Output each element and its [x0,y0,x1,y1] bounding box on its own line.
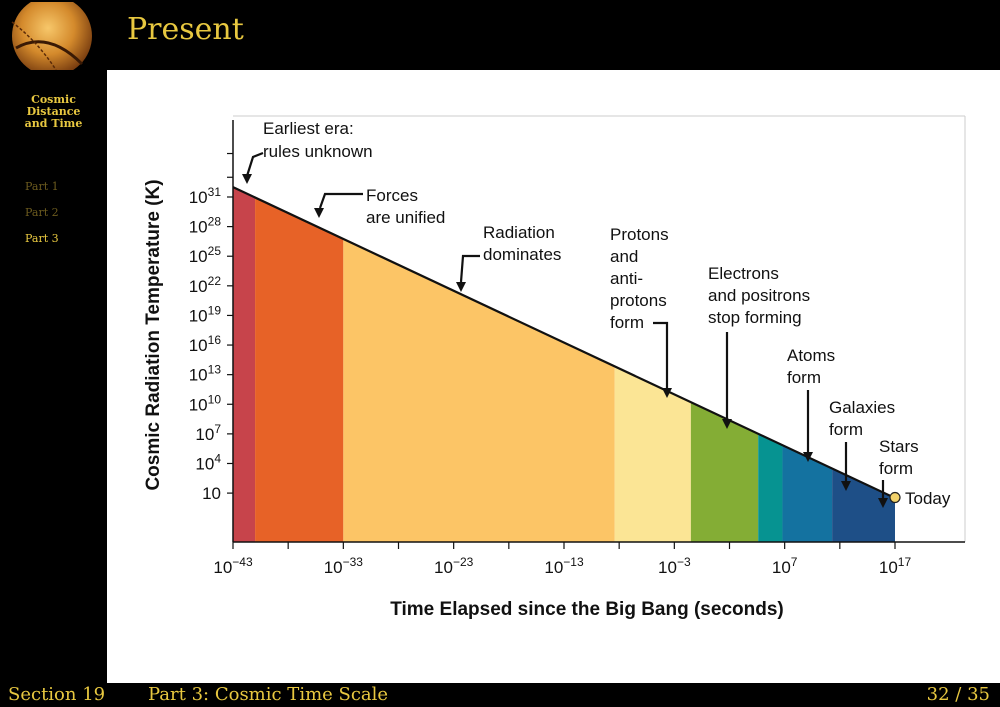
sidebar-nav: Part 1 Part 2 Part 3 [25,180,59,258]
annotation-earliest-era: Earliest era: [263,119,354,138]
footer: Section 19 Part 3: Cosmic Time Scale 32 … [0,683,1000,707]
era-band-galaxies-form [782,445,833,542]
annotation-galaxies-form: form [829,420,863,439]
annotation-electrons-positrons-arrowhead [722,419,732,429]
era-band-forces-unified [255,197,344,542]
y-axis-title: Cosmic Radiation Temperature (K) [143,179,164,490]
annotation-atoms-form: Atoms [787,346,835,365]
annotation-forces-unified: are unified [366,208,445,227]
era-band-atoms-form [758,433,783,542]
annotation-forces-unified-arrow-line [318,192,363,209]
annotation-protons-form: and [610,247,638,266]
sidebar-title-line: Distance [26,105,81,118]
annotation-stars-form-arrowhead [878,498,888,508]
y-tick-label: 1028 [189,215,222,237]
annotation-earliest-era: rules unknown [263,142,373,161]
annotation-galaxies-form: Galaxies [829,398,895,417]
era-band-protons-form [614,366,691,542]
annotation-radiation-dominates-arrowhead [456,282,466,292]
today-marker [889,491,901,504]
y-tick-label: 1019 [189,303,222,325]
sun-logo-icon [11,2,92,70]
era-band-stars-form [832,468,895,542]
x-axis-title: Time Elapsed since the Big Bang (seconds… [390,599,783,620]
y-tick-label: 1025 [189,244,222,266]
era-band-radiation-dominates [343,238,615,542]
sidebar-title-line: Cosmic [31,93,76,106]
annotation-forces-unified: Forces [366,186,418,205]
y-tick-label: 1031 [189,185,222,207]
annotation-forces-unified-arrowhead [314,208,324,218]
annotation-earliest-era-arrow-line [245,151,264,177]
annotation-protons-form: protons [610,291,667,310]
sidebar-item-part-1[interactable]: Part 1 [25,180,59,193]
slide-content: 10 104 107 1010 1013 1016 1019 1022 1025 1028 1031… [107,70,1000,683]
annotation-protons-form: form [610,313,644,332]
annotation-earliest-era-arrowhead [242,174,252,184]
y-tick-label: 1013 [189,363,222,385]
x-tick-label: 10−13 [544,555,584,577]
x-tick-label: 107 [772,555,798,577]
y-tick-label: 1016 [189,333,222,355]
footer-title[interactable]: Part 3: Cosmic Time Scale [148,684,389,705]
sidebar-item-part-2[interactable]: Part 2 [25,206,59,219]
x-tick-label: 1017 [879,555,912,577]
page-title: Present [127,12,244,47]
annotation-stars-form: form [879,459,913,478]
footer-section[interactable]: Section 19 [8,684,106,705]
annotation-electrons-positrons: and positrons [708,286,810,305]
annotation-galaxies-form-arrowhead [841,481,851,491]
annotation-radiation-dominates-arrow-line [459,254,480,283]
y-tick-label: 104 [195,451,221,473]
era-band-earliest-era [233,187,256,542]
temperature-chart: 10 104 107 1010 1013 1016 1019 1022 1025 1028 1031… [143,115,966,620]
sidebar: Cosmic Distance and Time Part 1 Part 2 P… [0,0,107,683]
annotation-radiation-dominates: Radiation [483,223,555,242]
x-tick-label: 10−3 [658,555,691,577]
x-tick-label: 10−33 [324,555,364,577]
annotation-radiation-dominates: dominates [483,245,561,264]
x-tick-label: 10−23 [434,555,474,577]
y-tick-label: 107 [195,422,221,444]
annotation-protons-form: anti- [610,269,643,288]
annotation-electrons-positrons: Electrons [708,264,779,283]
temperature-line [232,186,896,500]
annotation-atoms-form-arrowhead [803,452,813,462]
annotation-atoms-form: form [787,368,821,387]
y-tick-label: 10 [202,484,221,503]
annotation-electrons-positrons: stop forming [708,308,802,327]
annotation-protons-form-arrowhead [662,388,672,398]
sidebar-title: Cosmic Distance and Time [0,94,107,130]
y-tick-label: 1022 [189,274,222,296]
annotation-protons-form-arrow-line [653,321,669,388]
x-tick-label: 10−43 [213,555,253,577]
frame-header: Present [107,0,1000,70]
annotation-stars-form: Stars [879,437,919,456]
annotation-today: Today [905,489,951,508]
footer-page-number: 32 / 35 [926,684,990,705]
annotation-protons-form: Protons [610,225,669,244]
y-tick-label: 1010 [189,392,222,414]
sidebar-title-line: and Time [24,117,83,130]
sidebar-item-part-3[interactable]: Part 3 [25,232,59,245]
era-band-electrons-positrons [690,402,759,542]
